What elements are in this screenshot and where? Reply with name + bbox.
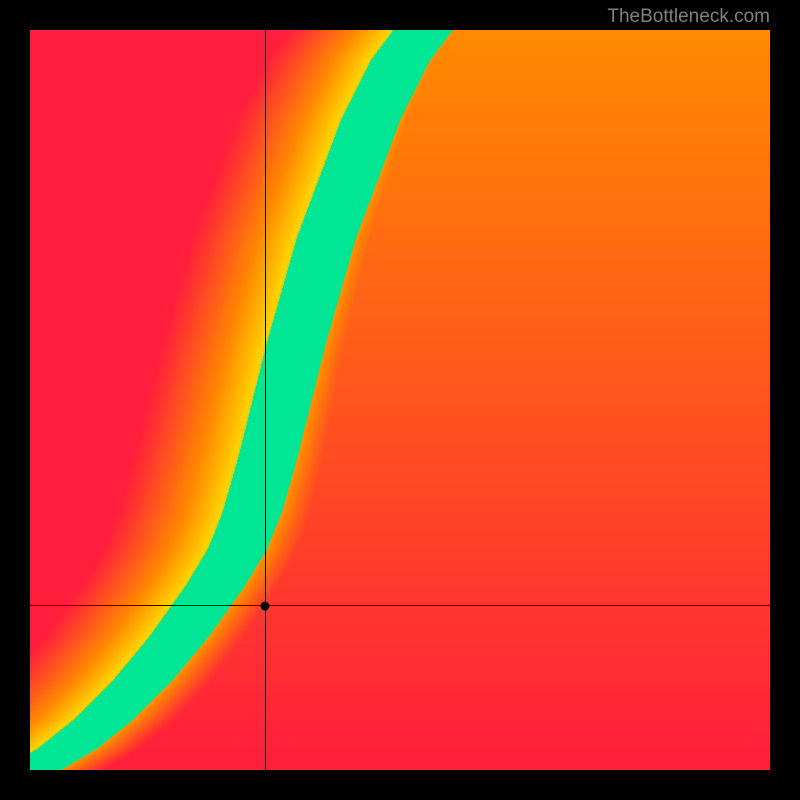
watermark-text: TheBottleneck.com [607, 6, 770, 28]
crosshair-marker [261, 601, 270, 610]
crosshair-horizontal [30, 605, 770, 606]
chart-container: TheBottleneck.com [0, 0, 800, 800]
crosshair-vertical [265, 30, 266, 770]
plot-area [30, 30, 770, 770]
heatmap-canvas [30, 30, 770, 770]
